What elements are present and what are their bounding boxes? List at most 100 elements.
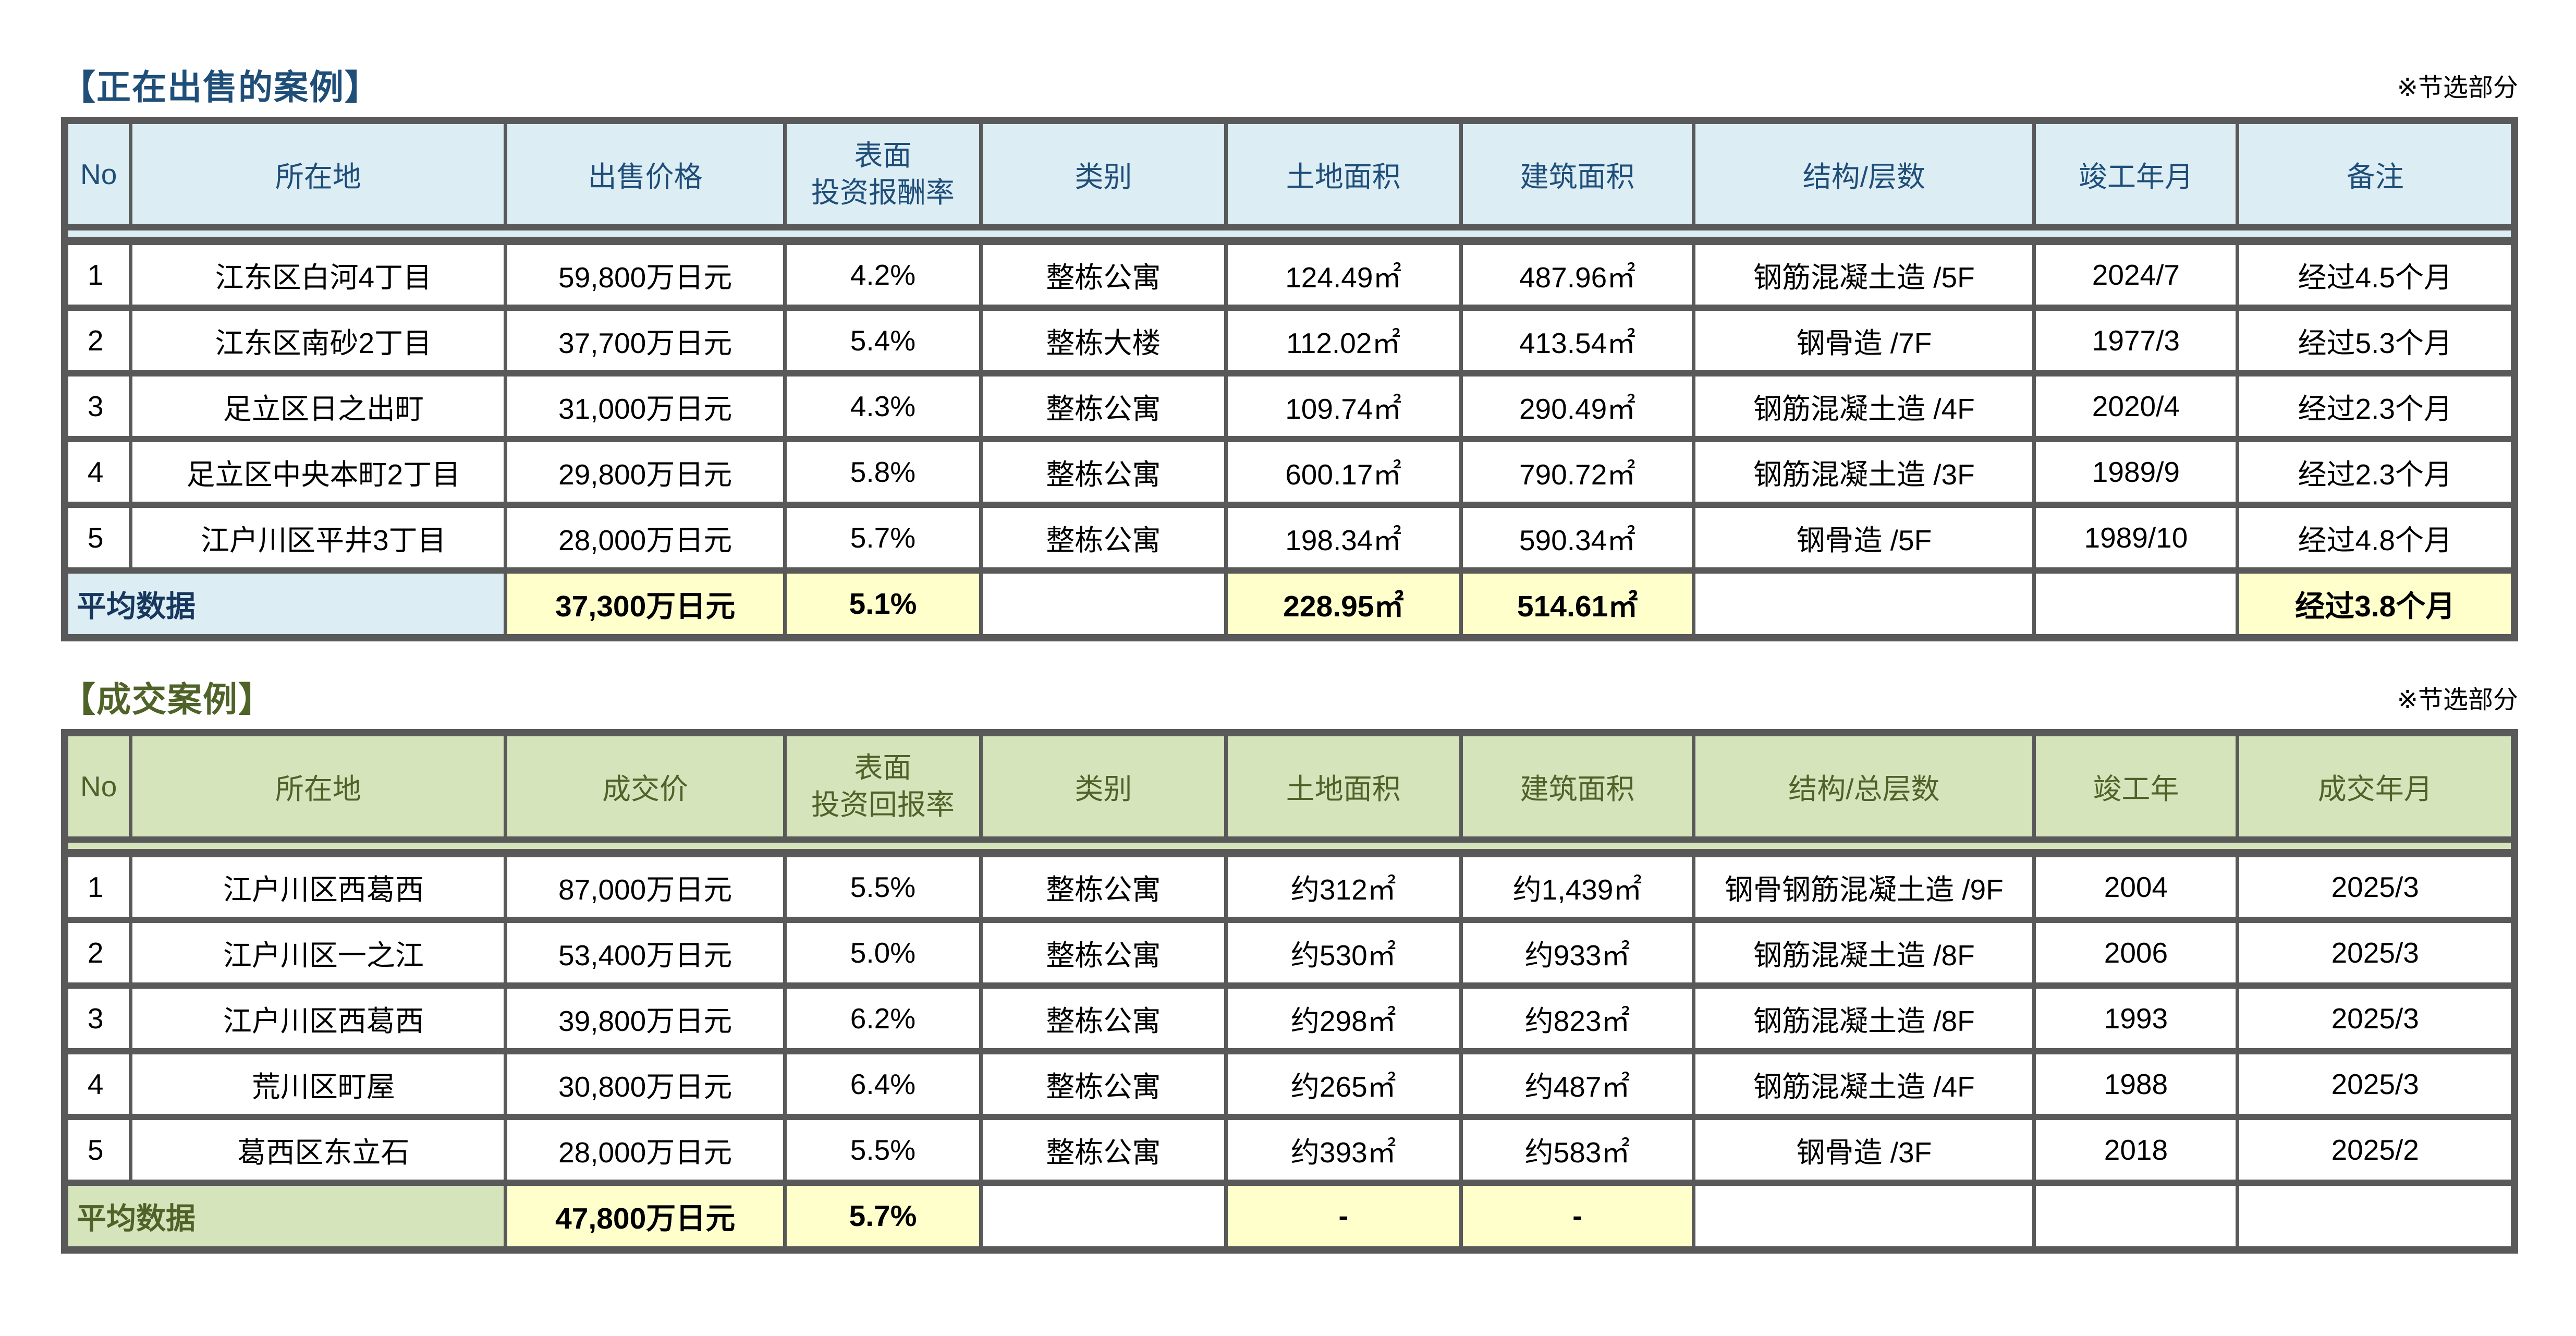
cell-last: 2025/3 [2236, 917, 2517, 989]
excerpt-note: ※节选部分 [2397, 74, 2518, 102]
cell-no: 5 [63, 502, 133, 574]
cell-structure: 钢骨造 /3F [1692, 1114, 2036, 1186]
average-remarks: 经过3.8个月 [2236, 567, 2517, 641]
cell-yield: 5.5% [783, 850, 983, 923]
cell-land-area: 600.17㎡ [1224, 436, 1463, 508]
cell-yield: 5.0% [783, 917, 983, 989]
col-header-completion: 竣工年月 [2032, 117, 2240, 230]
cell-price: 53,400万日元 [504, 917, 787, 989]
cell-yield: 5.7% [783, 502, 983, 574]
cell-location: 江东区南砂2丁目 [129, 305, 508, 376]
table-row: 3 江户川区西葛西 39,800万日元 6.2% 整栋公寓 约298㎡ 约823㎡ 钢筋混凝土… [63, 982, 2517, 1054]
cell-building-area: 290.49㎡ [1459, 370, 1696, 442]
cell-price: 39,800万日元 [504, 982, 787, 1054]
cell-building-area: 790.72㎡ [1459, 436, 1696, 508]
cell-land-area: 约530㎡ [1224, 917, 1463, 989]
cell-yield: 4.3% [783, 370, 983, 442]
col-header-building-area: 建筑面积 [1459, 730, 1696, 843]
table-row: 2 江户川区一之江 53,400万日元 5.0% 整栋公寓 约530㎡ 约933㎡ 钢筋混凝土… [63, 917, 2517, 989]
cell-land-area: 约265㎡ [1224, 1048, 1463, 1120]
cell-last: 2025/3 [2236, 982, 2517, 1054]
average-structure [1692, 1180, 2036, 1253]
cell-location: 葛西区东立石 [129, 1114, 508, 1186]
cell-category: 整栋公寓 [979, 370, 1228, 442]
cell-price: 87,000万日元 [504, 850, 787, 923]
cell-land-area: 约393㎡ [1224, 1114, 1463, 1186]
cell-category: 整栋公寓 [979, 436, 1228, 508]
cell-completion: 2018 [2032, 1114, 2240, 1186]
average-land-area: - [1224, 1180, 1463, 1253]
cell-location: 江户川区西葛西 [129, 982, 508, 1054]
cell-location: 江户川区平井3丁目 [129, 502, 508, 574]
col-header-location: 所在地 [129, 117, 508, 230]
table-header: No 所在地 成交价 表面 投资回报率 类别 土地面积 建筑面积 结构/总层数 … [63, 730, 2517, 857]
col-header-yield: 表面 投资报酬率 [783, 117, 983, 230]
average-category [979, 1180, 1228, 1253]
cell-location: 江户川区西葛西 [129, 850, 508, 923]
table-row: 5 江户川区平井3丁目 28,000万日元 5.7% 整栋公寓 198.34㎡ 590.34… [63, 502, 2517, 574]
cell-category: 整栋公寓 [979, 917, 1228, 989]
col-header-remarks: 备注 [2236, 117, 2517, 230]
average-land-area: 228.95㎡ [1224, 567, 1463, 641]
table-row: 2 江东区南砂2丁目 37,700万日元 5.4% 整栋大楼 112.02㎡ 413.54㎡… [63, 305, 2517, 376]
section-closed-deals: 【成交案例】 ※节选部分 No 所在地 成交价 表面 投资回报率 类别 土地面积… [61, 679, 2518, 1254]
col-header-structure: 结构/层数 [1692, 117, 2036, 230]
col-header-structure: 结构/总层数 [1692, 730, 2036, 843]
cell-completion: 2004 [2032, 850, 2240, 923]
section-head: 【成交案例】 ※节选部分 [61, 679, 2518, 719]
cell-land-area: 约298㎡ [1224, 982, 1463, 1054]
cell-category: 整栋大楼 [979, 305, 1228, 376]
cell-completion: 1989/10 [2032, 502, 2240, 574]
cell-location: 江户川区一之江 [129, 917, 508, 989]
table-row: 5 葛西区东立石 28,000万日元 5.5% 整栋公寓 约393㎡ 约583㎡ 钢骨造 /3… [63, 1114, 2517, 1186]
cell-yield: 5.5% [783, 1114, 983, 1186]
cell-structure: 钢骨钢筋混凝土造 /9F [1692, 850, 2036, 923]
col-header-no: No [63, 117, 133, 230]
cell-yield: 6.4% [783, 1048, 983, 1120]
table-row: 4 足立区中央本町2丁目 29,800万日元 5.8% 整栋公寓 600.17㎡ 790.7… [63, 436, 2517, 508]
cell-no: 2 [63, 305, 133, 376]
cell-price: 29,800万日元 [504, 436, 787, 508]
cell-structure: 钢筋混凝土造 /8F [1692, 982, 2036, 1054]
cell-building-area: 487.96㎡ [1459, 238, 1696, 311]
col-header-yield: 表面 投资回报率 [783, 730, 983, 843]
col-header-location: 所在地 [129, 730, 508, 843]
cell-category: 整栋公寓 [979, 1114, 1228, 1186]
section-title-on-sale: 【正在出售的案例】 [61, 68, 380, 107]
col-header-deal-date: 成交年月 [2236, 730, 2517, 843]
cell-price: 30,800万日元 [504, 1048, 787, 1120]
average-price: 47,800万日元 [504, 1180, 787, 1253]
cell-last: 经过2.3个月 [2236, 370, 2517, 442]
cell-last: 经过5.3个月 [2236, 305, 2517, 376]
cell-completion: 1993 [2032, 982, 2240, 1054]
average-yield: 5.1% [783, 567, 983, 641]
cell-last: 经过2.3个月 [2236, 436, 2517, 508]
section-title-closed-deals: 【成交案例】 [61, 680, 274, 719]
col-header-category: 类别 [979, 117, 1228, 230]
cell-land-area: 109.74㎡ [1224, 370, 1463, 442]
table-header: No 所在地 出售价格 表面 投资报酬率 类别 土地面积 建筑面积 结构/层数 … [63, 117, 2517, 245]
cell-completion: 2024/7 [2032, 238, 2240, 311]
cell-land-area: 198.34㎡ [1224, 502, 1463, 574]
section-on-sale: 【正在出售的案例】 ※节选部分 No 所在地 出售价格 表面 投资报酬率 类别 … [61, 67, 2518, 641]
average-building-area: 514.61㎡ [1459, 567, 1696, 641]
cell-price: 37,700万日元 [504, 305, 787, 376]
col-header-no: No [63, 730, 133, 843]
cell-location: 江东区白河4丁目 [129, 238, 508, 311]
cell-no: 1 [63, 850, 133, 923]
cell-no: 1 [63, 238, 133, 311]
cell-yield: 5.8% [783, 436, 983, 508]
cell-location: 足立区日之出町 [129, 370, 508, 442]
cell-completion: 1989/9 [2032, 436, 2240, 508]
cell-structure: 钢筋混凝土造 /3F [1692, 436, 2036, 508]
cell-yield: 4.2% [783, 238, 983, 311]
cell-price: 31,000万日元 [504, 370, 787, 442]
table-row: 1 江户川区西葛西 87,000万日元 5.5% 整栋公寓 约312㎡ 约1,439㎡ 钢骨钢… [63, 850, 2517, 923]
cell-completion: 1977/3 [2032, 305, 2240, 376]
cell-land-area: 约312㎡ [1224, 850, 1463, 923]
average-category [979, 567, 1228, 641]
on-sale-table: No 所在地 出售价格 表面 投资报酬率 类别 土地面积 建筑面积 结构/层数 … [61, 117, 2518, 641]
cell-no: 4 [63, 1048, 133, 1120]
cell-price: 59,800万日元 [504, 238, 787, 311]
